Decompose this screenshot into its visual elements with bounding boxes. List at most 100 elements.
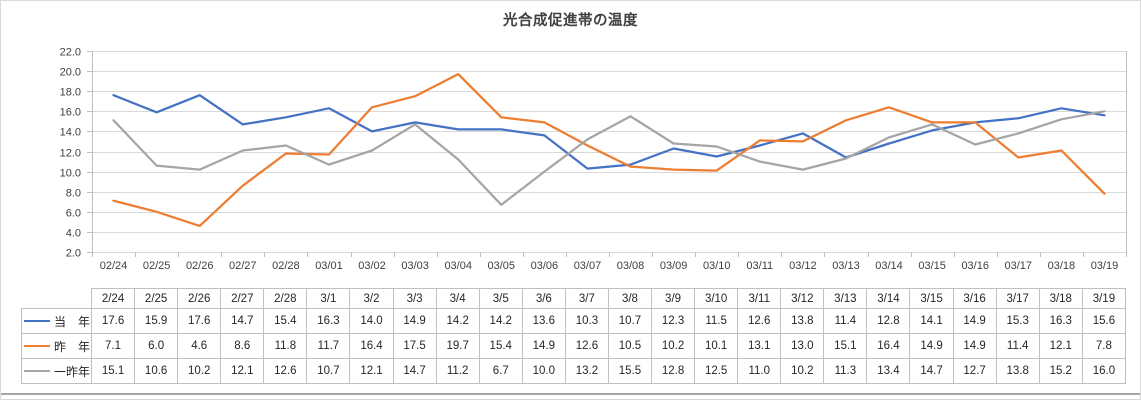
value-cell: 17.5 — [392, 333, 437, 359]
value-cell: 14.2 — [435, 308, 480, 334]
value-cell: 11.4 — [823, 308, 868, 334]
date-header-cell: 3/12 — [780, 288, 825, 309]
value-cell: 12.1 — [220, 358, 265, 384]
value-cell: 6.7 — [478, 358, 523, 384]
value-cell: 14.9 — [952, 308, 997, 334]
value-cell: 15.2 — [1038, 358, 1083, 384]
y-axis-label: 6.0 — [66, 208, 81, 220]
value-cell: 10.2 — [780, 358, 825, 384]
value-cell: 13.6 — [521, 308, 566, 334]
table-row: 一昨年 15.1 10.6 10.2 12.1 12.6 10.7 12.1 14.7 11.2 6… — [21, 358, 1127, 384]
x-axis-label: 03/09 — [660, 260, 688, 272]
value-cell: 13.4 — [866, 358, 911, 384]
value-cell: 11.3 — [823, 358, 868, 384]
value-cell: 10.0 — [521, 358, 566, 384]
x-axis-label: 02/27 — [229, 260, 257, 272]
value-cell: 16.3 — [306, 308, 351, 334]
value-cell: 13.8 — [995, 358, 1040, 384]
y-axis-label: 4.0 — [66, 228, 81, 240]
value-cell: 16.4 — [349, 333, 394, 359]
value-cell: 12.8 — [866, 308, 911, 334]
line-chart: 22.0 20.0 18.0 16.0 14.0 12.0 10.0 8.0 6.0 4.0 2.0… — [60, 47, 1127, 272]
value-cell: 15.1 — [90, 358, 136, 384]
value-cell: 10.3 — [564, 308, 609, 334]
x-axis-label: 03/11 — [746, 260, 773, 272]
x-axis-label: 03/05 — [488, 260, 516, 272]
value-cell: 14.7 — [392, 358, 437, 384]
legend-cell: 当 年 — [21, 308, 92, 334]
x-axis-label: 03/14 — [875, 260, 903, 272]
value-cell: 8.6 — [220, 333, 265, 359]
value-cell: 14.7 — [909, 358, 954, 384]
value-cell: 10.7 — [306, 358, 351, 384]
value-cell: 12.8 — [651, 358, 696, 384]
series-line-year-before-last — [112, 110, 1106, 206]
value-cell: 12.6 — [564, 333, 609, 359]
legend-cell: 一昨年 — [21, 358, 92, 384]
value-cell: 14.0 — [349, 308, 394, 334]
value-cell: 7.8 — [1081, 333, 1127, 359]
series-name-label: 昨 年 — [54, 339, 91, 354]
value-cell: 14.2 — [478, 308, 523, 334]
date-header-cell: 3/5 — [478, 288, 523, 309]
date-header-cell: 3/19 — [1081, 288, 1127, 309]
value-cell: 16.0 — [1081, 358, 1127, 384]
value-cell: 13.0 — [780, 333, 825, 359]
value-cell: 12.1 — [1038, 333, 1083, 359]
value-cell: 10.5 — [607, 333, 653, 359]
value-cell: 13.8 — [780, 308, 825, 334]
value-cell: 10.1 — [694, 333, 739, 359]
table-row: 昨 年 7.1 6.0 4.6 8.6 11.8 11.7 16.4 17.5 19.7 15.4 1… — [21, 333, 1127, 359]
x-axis-label: 03/06 — [531, 260, 559, 272]
date-header-cell: 3/14 — [866, 288, 911, 309]
y-axis-label: 18.0 — [60, 87, 81, 99]
x-axis-label: 03/16 — [961, 260, 989, 272]
value-cell: 15.1 — [823, 333, 868, 359]
date-header-cell: 3/16 — [952, 288, 997, 309]
value-cell: 17.6 — [177, 308, 222, 334]
date-header-cell: 3/15 — [909, 288, 954, 309]
value-cell: 15.4 — [478, 333, 523, 359]
y-axis-label: 8.0 — [66, 188, 81, 200]
value-cell: 10.6 — [134, 358, 179, 384]
value-cell: 11.0 — [737, 358, 782, 384]
date-header-cell: 3/6 — [521, 288, 566, 309]
y-axis-label: 12.0 — [60, 148, 81, 160]
table-row: 当 年 17.6 15.9 17.6 14.7 15.4 16.3 14.0 14.9 14.2 1… — [21, 308, 1127, 334]
last-year-line-icon — [24, 345, 50, 347]
series-line-last-year — [112, 72, 1106, 228]
y-axis-label: 22.0 — [60, 47, 81, 59]
series-name-label: 一昨年 — [54, 364, 91, 379]
value-cell: 15.9 — [134, 308, 179, 334]
y-axis-label: 10.0 — [60, 168, 81, 180]
x-axis-label: 03/07 — [574, 260, 602, 272]
table-header-row: 2/24 2/25 2/26 2/27 2/28 3/1 3/2 3/3 3/4 3/5 3/6 3/… — [21, 288, 1127, 309]
chart-title: 光合成促進帯の温度 — [503, 13, 638, 29]
date-header-cell: 2/28 — [263, 288, 308, 309]
value-cell: 15.6 — [1081, 308, 1127, 334]
value-cell: 4.6 — [177, 333, 222, 359]
year-before-last-line-icon — [24, 370, 50, 372]
value-cell: 15.5 — [607, 358, 653, 384]
date-header-cell: 3/3 — [392, 288, 437, 309]
value-cell: 12.3 — [651, 308, 696, 334]
legend-entry: 当 年 — [23, 313, 91, 330]
y-axis-label: 20.0 — [60, 67, 81, 79]
x-axis-label: 03/10 — [703, 260, 731, 272]
x-axis-label: 03/18 — [1048, 260, 1076, 272]
data-table: 2/24 2/25 2/26 2/27 2/28 3/1 3/2 3/3 3/4 3/5 3/6 3/… — [21, 288, 1127, 384]
x-axis-label: 03/19 — [1091, 260, 1119, 272]
value-cell: 15.4 — [263, 308, 308, 334]
legend-entry: 一昨年 — [23, 363, 91, 380]
value-cell: 17.6 — [90, 308, 136, 334]
bottom-border-bar — [1, 393, 1140, 395]
date-header-cell: 3/13 — [823, 288, 868, 309]
value-cell: 10.2 — [177, 358, 222, 384]
value-cell: 16.3 — [1038, 308, 1083, 334]
value-cell: 14.9 — [521, 333, 566, 359]
value-cell: 10.7 — [607, 308, 653, 334]
x-axis-label: 03/08 — [617, 260, 645, 272]
date-header-cell: 2/24 — [90, 288, 136, 309]
legend-entry: 昨 年 — [23, 338, 91, 355]
